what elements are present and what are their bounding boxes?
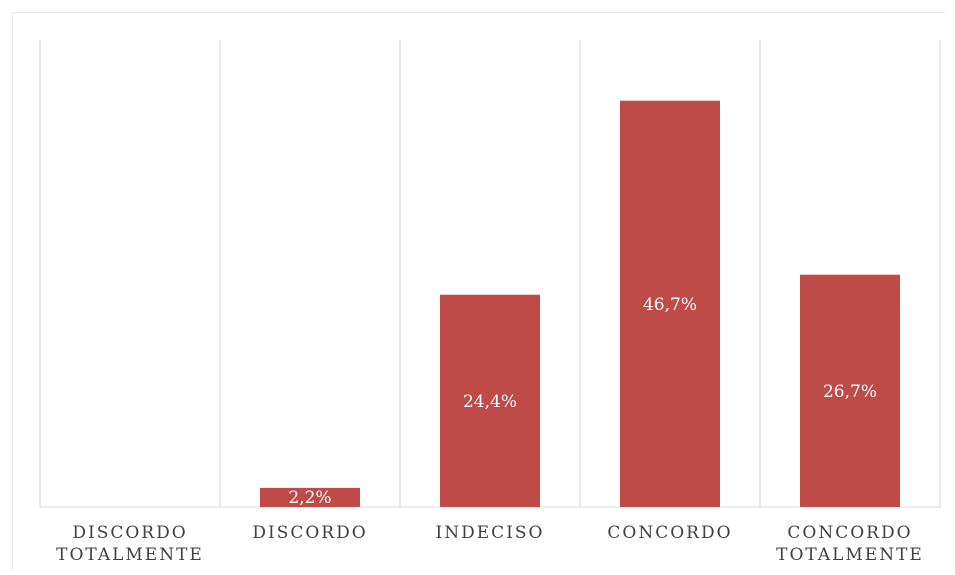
data-label: 24,4%: [463, 392, 517, 412]
category-label: DISCORDO: [72, 523, 187, 543]
category-label: CONCORDO: [787, 523, 912, 543]
bar: [260, 487, 360, 507]
category-label: TOTALMENTE: [56, 545, 204, 565]
data-label: 2,2%: [288, 488, 331, 508]
data-label: 46,7%: [643, 295, 697, 315]
category-label: CONCORDO: [607, 523, 732, 543]
data-label: 26,7%: [823, 382, 877, 402]
bar: [800, 274, 900, 507]
category-label: TOTALMENTE: [776, 545, 924, 565]
category-label: INDECISO: [436, 523, 545, 543]
bar: [440, 294, 540, 507]
chart-frame: [12, 12, 945, 570]
bar: [620, 100, 720, 508]
category-label: DISCORDO: [252, 523, 367, 543]
